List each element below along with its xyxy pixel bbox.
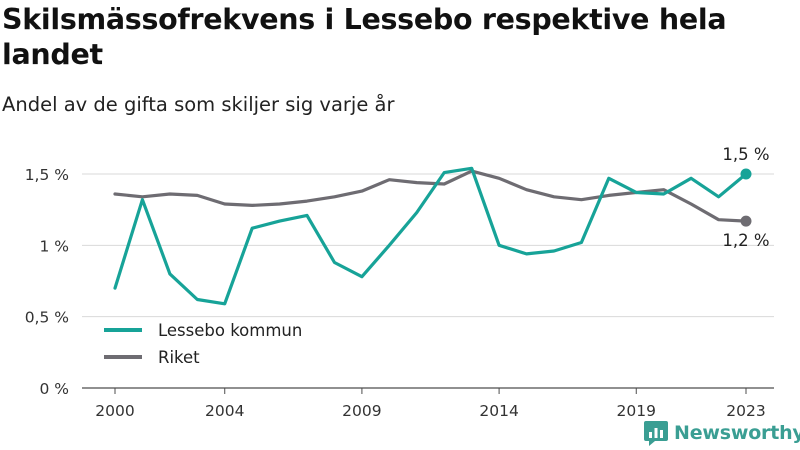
series-line-riket bbox=[113, 169, 748, 223]
x-tick-label: 2023 bbox=[726, 402, 765, 420]
brand-name: Newsworthy bbox=[674, 422, 800, 444]
end-point-marker bbox=[740, 215, 752, 227]
y-tick-label: 0 % bbox=[39, 380, 69, 398]
y-tick-label: 1 % bbox=[39, 237, 69, 255]
x-tick-label: 2009 bbox=[342, 402, 381, 420]
chart-subtitle: Andel av de gifta som skiljer sig varje … bbox=[2, 93, 395, 116]
series-line-lessebo bbox=[113, 166, 748, 306]
legend-label: Lessebo kommun bbox=[158, 321, 302, 340]
end-point-marker bbox=[740, 168, 752, 180]
end-value-label: 1,5 % bbox=[722, 145, 769, 164]
x-tick-label: 2004 bbox=[205, 402, 244, 420]
end-value-label: 1,2 % bbox=[722, 231, 769, 250]
chart-title: Skilsmässofrekvens i Lessebo respektive … bbox=[2, 3, 727, 71]
newsworthy-logo-icon bbox=[644, 420, 668, 446]
x-tick-label: 2019 bbox=[617, 402, 656, 420]
legend-label: Riket bbox=[158, 348, 200, 367]
y-tick-label: 0,5 % bbox=[25, 309, 69, 327]
x-tick-label: 2014 bbox=[479, 402, 518, 420]
y-tick-label: 1,5 % bbox=[25, 166, 69, 184]
x-tick-label: 2000 bbox=[95, 402, 134, 420]
brand-logo: Newsworthy bbox=[643, 418, 800, 448]
